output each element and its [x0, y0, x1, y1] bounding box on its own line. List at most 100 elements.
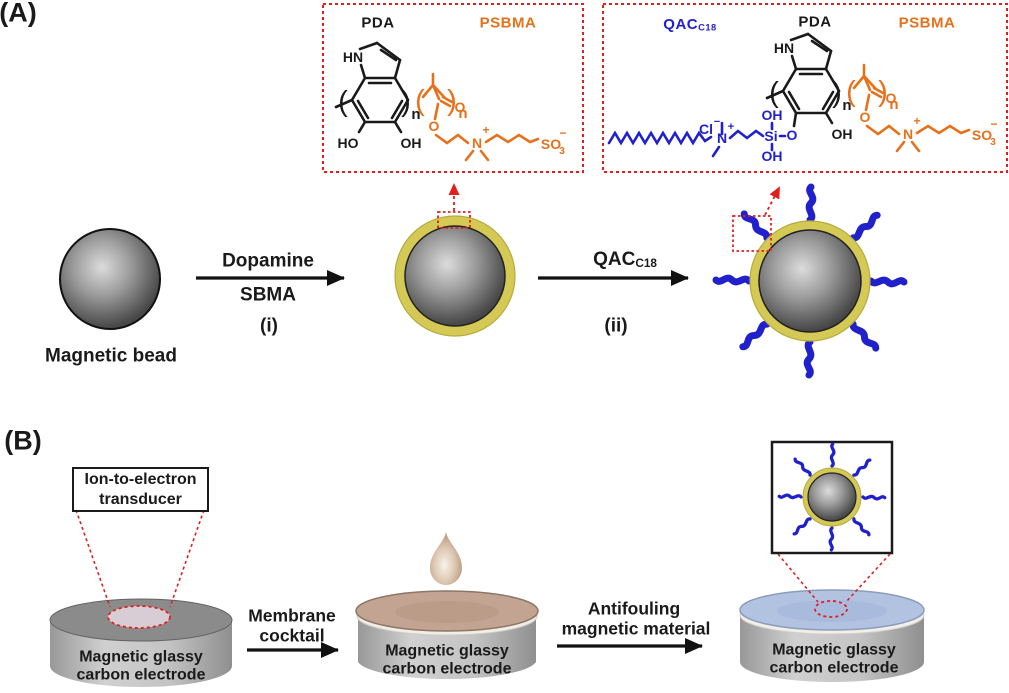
step2-number: (ii) [604, 315, 628, 337]
step1-reagent-dopamine: Dopamine [222, 250, 314, 272]
coated-bead [394, 215, 516, 337]
atom-oh-top: OH [762, 107, 783, 123]
functionalized-bead [716, 187, 904, 375]
transducer-line1: Ion-to-electron [84, 470, 197, 488]
transducer-callout-lines [75, 509, 205, 608]
atom-so: SO [972, 127, 992, 143]
electrode-label-line1: Magnetic glassy [385, 642, 509, 660]
electrode-label-line1: Magnetic glassy [79, 648, 203, 666]
charge-minus: − [714, 116, 720, 128]
pda-structure-atoms-2: HN OH ( ) n [769, 40, 852, 142]
so-sub3: 3 [990, 137, 996, 148]
magnetic-bead [59, 228, 161, 330]
electrode-label-line2: carbon electrode [76, 667, 206, 684]
atom-o-link: O [787, 127, 798, 143]
repeat-n: n [889, 96, 898, 113]
atom-hn: HN [774, 40, 794, 56]
magnetic-bead-label: Magnetic bead [45, 345, 177, 367]
antifouling-label-line1: Antifouling [587, 598, 681, 619]
paren-right: ) [401, 86, 411, 118]
pda-structure-bonds [334, 41, 410, 134]
box1-psbma-title: PSBMA [479, 14, 537, 32]
step1-reagent-sbma: SBMA [240, 284, 296, 306]
charge-plus: + [913, 114, 920, 128]
charge-plus: + [728, 121, 734, 133]
zoom-callout-rect-1 [437, 211, 471, 229]
paren-right: ) [447, 85, 457, 117]
box2-psbma-title: PSBMA [898, 14, 956, 32]
electrode-membrane [355, 532, 539, 680]
repeat-n: n [411, 106, 420, 123]
qac-text: QAC [593, 249, 636, 271]
membrane-label-line1: Membrane [248, 605, 336, 626]
box2-pda-title: PDA [798, 13, 832, 31]
atom-so: SO [541, 136, 561, 152]
transducer-spot [107, 605, 171, 629]
box2-qac-title: QACC18 [663, 17, 716, 33]
atom-n-plus: N [903, 126, 913, 142]
electrode-bare [49, 598, 233, 687]
electrode-label-line1: Magnetic glassy [772, 641, 896, 659]
paren-right: ) [878, 76, 888, 108]
electrode1-label: Magnetic glassy carbon electrode [77, 649, 206, 686]
pda-structure-bonds-2 [765, 32, 841, 128]
electrode-antifouling [739, 589, 925, 682]
electrode-label-line2: carbon electrode [769, 660, 899, 677]
so-sub3: 3 [559, 146, 565, 157]
qac-text: QAC [663, 16, 699, 34]
psbma-structure-atoms: ( ) n O O N + SO 3 − [415, 85, 566, 157]
pda-structure-atoms: HN HO OH ( ) n [338, 49, 422, 151]
zoom-callout-arrow-2 [764, 186, 780, 216]
panel-a-label: (A) [0, 0, 37, 28]
repeat-n: n [842, 97, 851, 114]
paren-right: ) [832, 77, 842, 109]
paren-left: ( [846, 76, 856, 108]
charge-minus: − [559, 126, 566, 140]
paren-left: ( [769, 77, 779, 109]
atom-oh-bottom: OH [762, 148, 783, 164]
bead-inset [770, 440, 894, 555]
qac-structure-bonds [607, 121, 787, 158]
paren-left: ( [415, 85, 425, 117]
psbma-structure-bonds [421, 72, 540, 162]
atom-cl: Cl [699, 121, 713, 137]
atom-oh: OH [401, 135, 422, 151]
box1-pda-title: PDA [361, 14, 395, 32]
electrode-label-line2: carbon electrode [382, 661, 512, 678]
qac-structure-atoms: Cl − N + OH Si OH O [699, 107, 798, 164]
atom-o-carbonyl: O [886, 90, 897, 106]
atom-oh: OH [832, 126, 853, 142]
charge-plus: + [482, 123, 489, 137]
panel-b-label: (B) [4, 425, 42, 456]
electrode3-label: Magnetic glassy carbon electrode [770, 642, 899, 679]
atom-ho: HO [338, 135, 359, 151]
atom-n-plus: N [472, 135, 482, 151]
atom-o-ester: O [429, 118, 440, 134]
qac-subscript: C18 [635, 257, 657, 271]
qac-subscript: C18 [698, 22, 717, 33]
atom-hn: HN [343, 49, 363, 65]
step2-reagent-qac: QACC18 [593, 250, 657, 270]
structure-box-qac-psbma [602, 3, 1008, 173]
psbma-structure-atoms-2: ( ) n O O N + SO 3 − [846, 76, 997, 148]
electrode2-label: Magnetic glassy carbon electrode [383, 643, 512, 680]
repeat-n: n [458, 105, 467, 122]
transducer-line2: transducer [99, 490, 182, 508]
atom-si: Si [764, 128, 777, 144]
bead-callout-lines [777, 553, 891, 603]
atom-n-plus: N [717, 130, 727, 146]
step1-number: (i) [260, 315, 278, 337]
membrane-label-line2: cocktail [259, 625, 325, 646]
transducer-box: Ion-to-electron transducer [72, 467, 209, 512]
paren-left: ( [338, 86, 348, 118]
bead-spot [814, 600, 848, 618]
structure-box-psbma [322, 3, 584, 173]
antifouling-label-line2: magnetic material [561, 618, 711, 639]
atom-o-carbonyl: O [455, 99, 466, 115]
charge-minus: − [990, 117, 997, 131]
psbma-structure-bonds-2 [852, 63, 971, 153]
zoom-callout-rect-2 [732, 215, 772, 252]
atom-o-ester: O [860, 109, 871, 125]
